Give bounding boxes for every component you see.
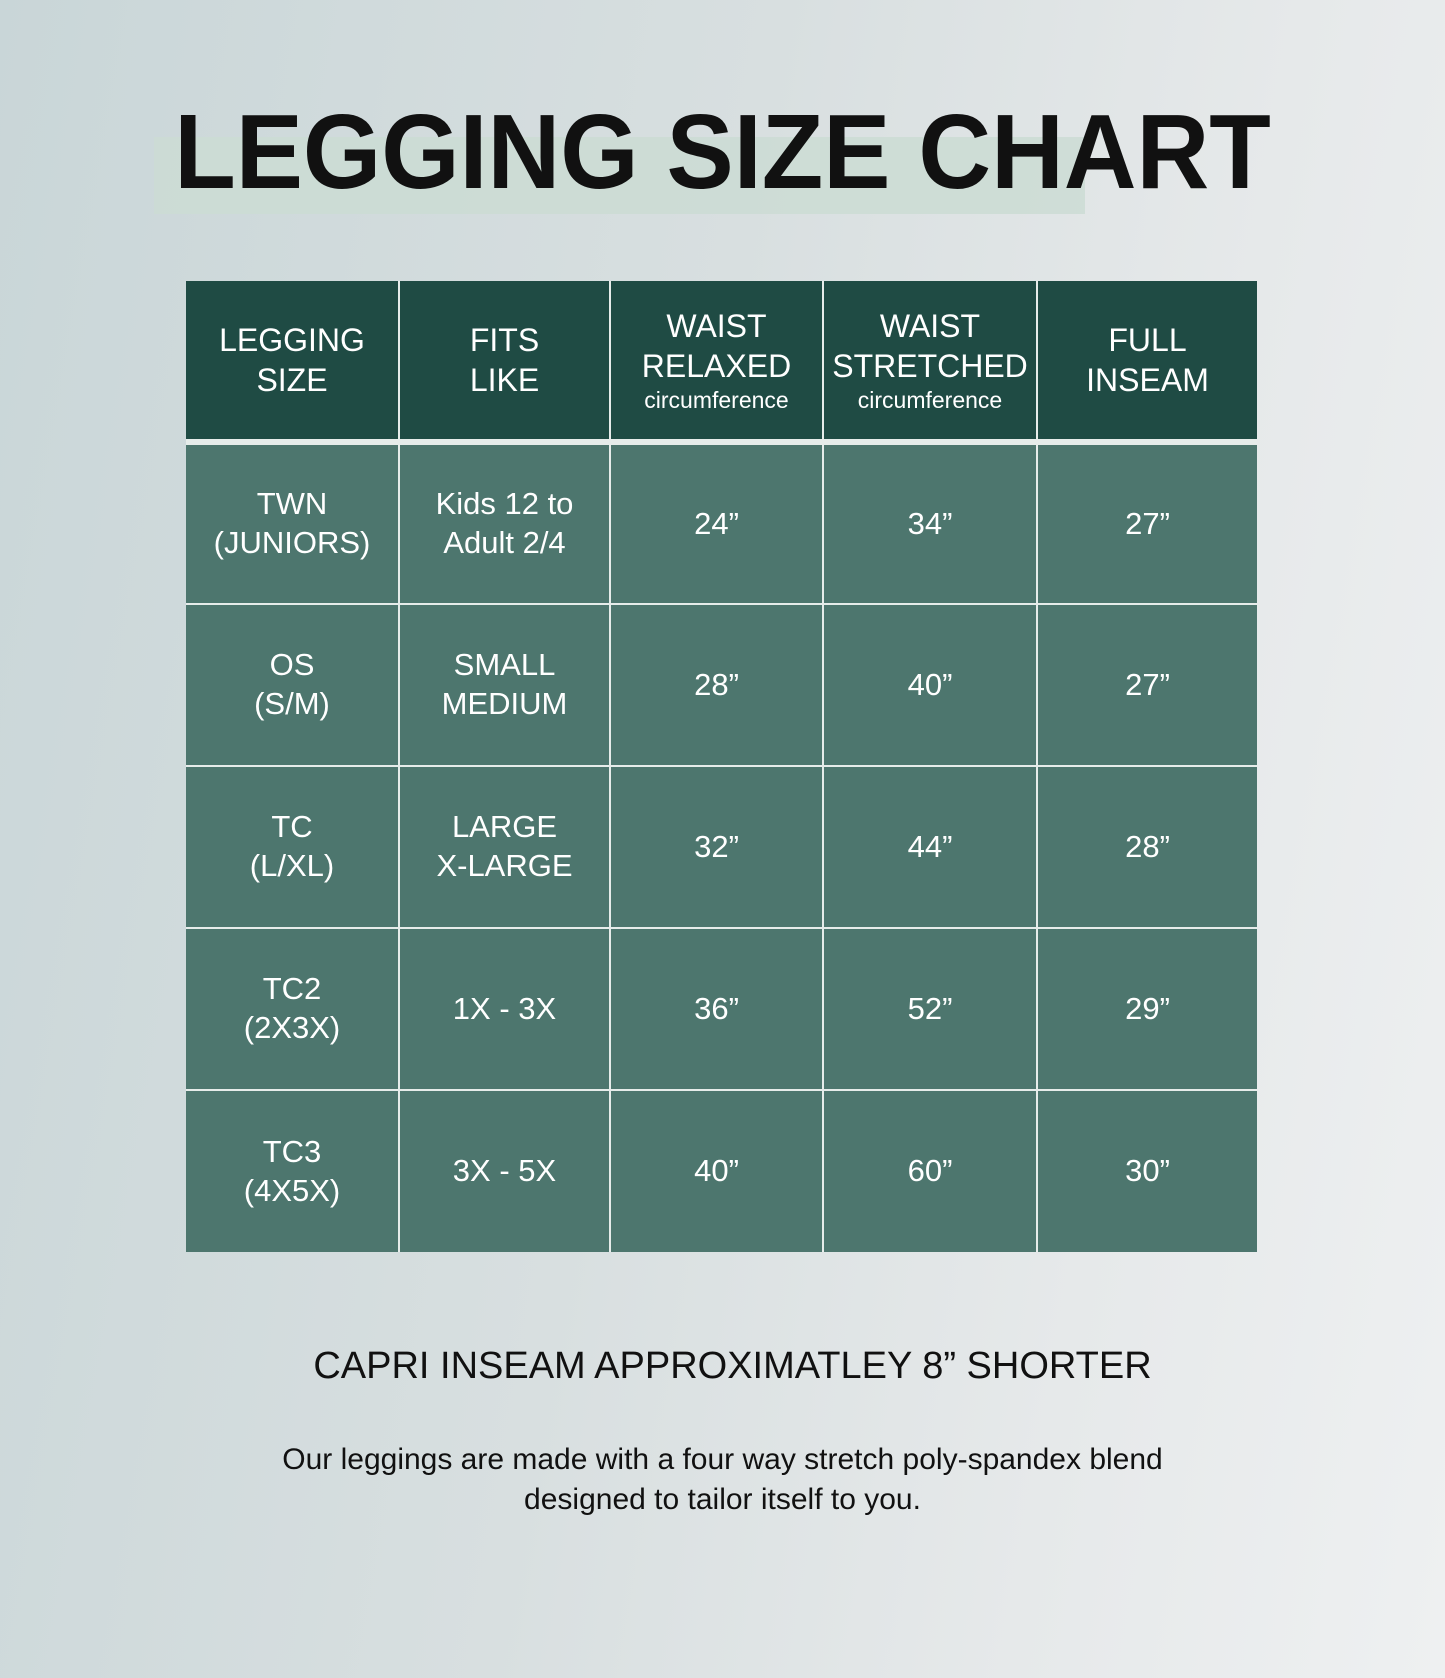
cell-line: Kids 12 to <box>435 486 574 522</box>
waist-stretched-cell: 60” <box>822 1089 1038 1252</box>
size-cell: TC (L/XL) <box>186 765 400 929</box>
fits-cell: SMALL MEDIUM <box>398 603 611 767</box>
cell-line: (2X3X) <box>243 1010 341 1045</box>
table-row: TC2 (2X3X) 1X - 3X 36” 52” 29” <box>186 927 1257 1091</box>
cell-line: (4X5X) <box>243 1172 341 1208</box>
cell-line: TWN <box>256 486 328 522</box>
fits-cell: 3X - 5X <box>398 1089 611 1252</box>
size-cell: TWN (JUNIORS) <box>186 441 400 605</box>
header-line: STRETCHED <box>832 347 1028 384</box>
header-line: WAIST <box>666 307 767 344</box>
cell-line: LARGE <box>451 809 558 845</box>
cell-line: (S/M) <box>254 686 330 721</box>
header-line: INSEAM <box>1086 362 1209 398</box>
description-line-1: Our leggings are made with a four way st… <box>282 1443 1163 1476</box>
cell-line: OS <box>269 647 315 683</box>
cell-line: X-LARGE <box>436 848 573 883</box>
header-line: LIKE <box>469 362 540 398</box>
header-line: RELAXED <box>641 347 792 384</box>
waist-stretched-cell: 34” <box>822 441 1038 605</box>
header-line: FULL <box>1108 322 1187 358</box>
column-header: LEGGING SIZE <box>186 281 400 445</box>
cell-line: TC2 <box>262 971 322 1007</box>
table-row: TC (L/XL) LARGE X-LARGE 32” 44” 28” <box>186 765 1257 929</box>
waist-stretched-cell: 40” <box>822 603 1038 767</box>
inseam-cell: 29” <box>1036 927 1257 1091</box>
fits-cell: LARGE X-LARGE <box>398 765 611 929</box>
cell-line: MEDIUM <box>441 686 568 721</box>
table-row: TWN (JUNIORS) Kids 12 to Adult 2/4 24” 34”… <box>186 441 1257 605</box>
description: Our leggings are made with a four way st… <box>0 1440 1445 1520</box>
table-row: TC3 (4X5X) 3X - 5X 40” 60” 30” <box>186 1089 1257 1252</box>
inseam-cell: 27” <box>1036 441 1257 605</box>
title-highlight <box>154 137 1085 214</box>
waist-relaxed-cell: 28” <box>609 603 824 767</box>
header-line: FITS <box>469 322 540 358</box>
waist-stretched-cell: 44” <box>822 765 1038 929</box>
inseam-cell: 30” <box>1036 1089 1257 1252</box>
inseam-cell: 28” <box>1036 765 1257 929</box>
cell-line: TC3 <box>262 1133 322 1169</box>
waist-relaxed-cell: 40” <box>609 1089 824 1252</box>
capri-note: CAPRI INSEAM APPROXIMATLEY 8” SHORTER <box>313 1345 1152 1387</box>
description-line-2: designed to tailor itself to you. <box>524 1483 921 1516</box>
column-header: FITS LIKE <box>398 281 611 445</box>
cell-line: 1X - 3X <box>452 990 557 1026</box>
cell-line: 3X - 5X <box>452 1153 557 1189</box>
cell-line: (L/XL) <box>249 848 335 883</box>
cell-line: TC <box>271 809 313 845</box>
column-header: WAIST RELAXED circumference <box>609 281 824 445</box>
cell-line: SMALL <box>453 647 556 683</box>
size-table: LEGGING SIZE FITS LIKE WAIST RELAXED circumfer… <box>186 281 1257 1252</box>
size-cell: OS (S/M) <box>186 603 400 767</box>
column-header: WAIST STRETCHED circumference <box>822 281 1038 445</box>
waist-relaxed-cell: 24” <box>609 441 824 605</box>
header-line: WAIST <box>879 307 981 344</box>
waist-relaxed-cell: 36” <box>609 927 824 1091</box>
page-title: LEGGING SIZE CHART <box>174 93 1271 211</box>
cell-line: (JUNIORS) <box>213 525 371 560</box>
waist-stretched-cell: 52” <box>822 927 1038 1091</box>
size-cell: TC3 (4X5X) <box>186 1089 400 1252</box>
inseam-cell: 27” <box>1036 603 1257 767</box>
fits-cell: 1X - 3X <box>398 927 611 1091</box>
header-row: LEGGING SIZE FITS LIKE WAIST RELAXED circumfer… <box>186 281 1257 445</box>
table-row: OS (S/M) SMALL MEDIUM 28” 40” 27” <box>186 603 1257 767</box>
fits-cell: Kids 12 to Adult 2/4 <box>398 441 611 605</box>
waist-relaxed-cell: 32” <box>609 765 824 929</box>
header-sub: circumference <box>644 386 789 413</box>
size-cell: TC2 (2X3X) <box>186 927 400 1091</box>
header-sub: circumference <box>857 386 1003 413</box>
header-line: SIZE <box>256 362 328 398</box>
column-header: FULL INSEAM <box>1036 281 1257 445</box>
header-line: LEGGING <box>219 322 365 358</box>
cell-line: Adult 2/4 <box>443 525 566 560</box>
